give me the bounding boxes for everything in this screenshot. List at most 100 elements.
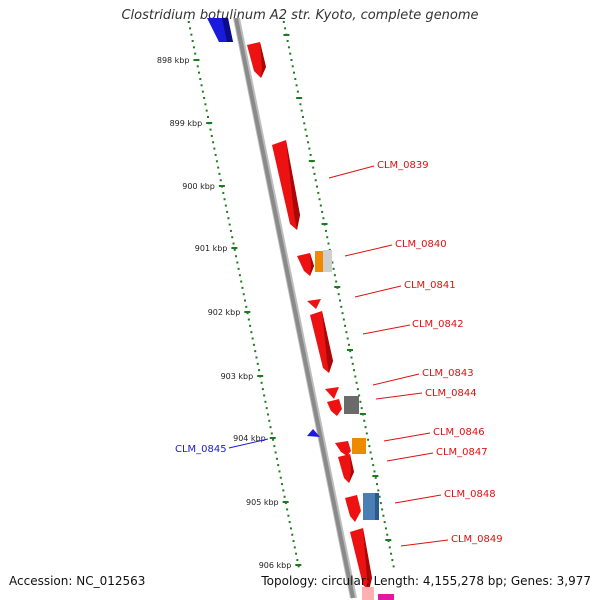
- tick-mark: [210, 134, 213, 137]
- gene-arrow-clm-0839[interactable]: [272, 140, 300, 230]
- gene-arrow-clm-0846[interactable]: [335, 441, 351, 456]
- tick-mark: [228, 223, 231, 226]
- tick-mark: [257, 375, 264, 377]
- tick-mark: [289, 527, 292, 530]
- tick-mark: [349, 350, 352, 353]
- tick-mark: [364, 426, 367, 429]
- gene-block-dark-grey[interactable]: [344, 396, 359, 414]
- tick-mark: [260, 381, 263, 384]
- tick-mark: [206, 122, 213, 124]
- tick-mark: [368, 445, 371, 448]
- tick-mark: [376, 483, 379, 486]
- tick-mark: [204, 103, 207, 106]
- tick-mark: [377, 489, 380, 492]
- gene-arrow-shade: [286, 140, 300, 230]
- tick-mark: [296, 559, 299, 562]
- tick-mark: [295, 552, 298, 555]
- gene-block-bottom-pink[interactable]: [362, 587, 374, 600]
- gene-features: [207, 18, 394, 600]
- topology-text: Topology: circular; Length: 4,155,278 bp…: [261, 574, 591, 588]
- tick-mark: [293, 71, 296, 74]
- tick-mark: [196, 65, 199, 68]
- tick-mark: [374, 476, 377, 479]
- tick-mark: [238, 274, 241, 277]
- tick-mark: [322, 217, 325, 220]
- gene-label[interactable]: CLM_0846: [433, 427, 485, 438]
- tick-mark: [355, 381, 358, 384]
- ruler-labels: 898 kbp 899 kbp 900 kbp 901 kbp 902 kbp 903 k…: [157, 56, 291, 570]
- gene-block-orange-2[interactable]: [352, 438, 366, 454]
- tick-mark: [392, 565, 395, 568]
- tick-mark: [388, 546, 391, 549]
- tick-mark: [190, 33, 193, 36]
- tick-mark: [386, 533, 389, 536]
- gene-label[interactable]: CLM_0842: [412, 319, 464, 330]
- gene-block-steel-blue[interactable]: [363, 493, 378, 520]
- tick-mark: [255, 356, 258, 359]
- tick-mark: [233, 248, 236, 251]
- gene-arrow-clm-0841[interactable]: [307, 299, 321, 309]
- gene-arrow-clm-0845[interactable]: [307, 429, 320, 437]
- tick-mark: [206, 115, 209, 118]
- tick-mark: [269, 437, 276, 439]
- tick-mark: [385, 539, 392, 541]
- tick-mark: [328, 248, 331, 251]
- tick-mark: [213, 147, 216, 150]
- tick-mark: [369, 451, 372, 454]
- tick-mark: [231, 247, 238, 249]
- tick-mark: [242, 293, 245, 296]
- tick-mark: [268, 419, 271, 422]
- tick-mark: [218, 185, 225, 187]
- gene-block-bottom-magenta[interactable]: [378, 594, 394, 600]
- gene-arrow-clm-0840[interactable]: [297, 253, 314, 276]
- tick-mark: [237, 267, 240, 270]
- gene-block-orange[interactable]: [315, 251, 323, 272]
- tick-mark: [288, 521, 291, 524]
- tick-mark: [384, 527, 387, 530]
- tick-mark: [256, 362, 259, 365]
- tick-mark: [308, 147, 311, 150]
- gene-label[interactable]: CLM_0840: [395, 239, 447, 250]
- gene-arrow-clm-0847[interactable]: [338, 454, 354, 483]
- tick-mark: [382, 514, 385, 517]
- tick-mark: [284, 27, 287, 30]
- tick-mark: [359, 413, 366, 415]
- ruler-label: 905 kbp: [246, 498, 279, 507]
- gene-arrow-clm-0844[interactable]: [327, 399, 342, 416]
- gene-label[interactable]: CLM_0845: [175, 444, 227, 455]
- tick-mark: [308, 160, 315, 162]
- tick-mark: [241, 286, 244, 289]
- tick-mark: [223, 198, 226, 201]
- tick-mark: [321, 223, 328, 225]
- tick-mark: [327, 242, 330, 245]
- tick-mark: [286, 508, 289, 511]
- gene-label[interactable]: CLM_0839: [377, 160, 429, 171]
- gene-arrow-clm-0848[interactable]: [345, 495, 361, 522]
- gene-label[interactable]: CLM_0848: [444, 489, 496, 500]
- tick-mark: [370, 457, 373, 460]
- tick-mark: [360, 407, 363, 410]
- tick-mark: [240, 280, 243, 283]
- tick-mark: [338, 299, 341, 302]
- gene-label[interactable]: CLM_0843: [422, 368, 474, 379]
- gene-label[interactable]: CLM_0849: [451, 534, 503, 545]
- gene-arrow-top-blue-shade: [222, 18, 233, 42]
- tick-mark: [251, 337, 254, 340]
- tick-mark: [272, 438, 275, 441]
- gene-label[interactable]: CLM_0844: [425, 388, 477, 399]
- tick-mark: [231, 236, 234, 239]
- gene-arrow-shade: [363, 528, 372, 590]
- gene-arrow-clm-0849[interactable]: [350, 528, 372, 590]
- tick-mark: [235, 255, 238, 258]
- gene-label[interactable]: CLM_0847: [436, 447, 488, 458]
- tick-mark: [294, 77, 297, 80]
- tick-mark: [342, 318, 345, 321]
- tick-mark: [358, 394, 361, 397]
- tick-mark: [326, 236, 329, 239]
- gene-block-light-grey[interactable]: [323, 250, 332, 272]
- outer-tick-ring: [282, 21, 395, 568]
- tick-mark: [218, 172, 221, 175]
- gene-label[interactable]: CLM_0841: [404, 280, 456, 291]
- gene-arrow-clm-0843[interactable]: [325, 387, 339, 399]
- tick-mark: [337, 293, 340, 296]
